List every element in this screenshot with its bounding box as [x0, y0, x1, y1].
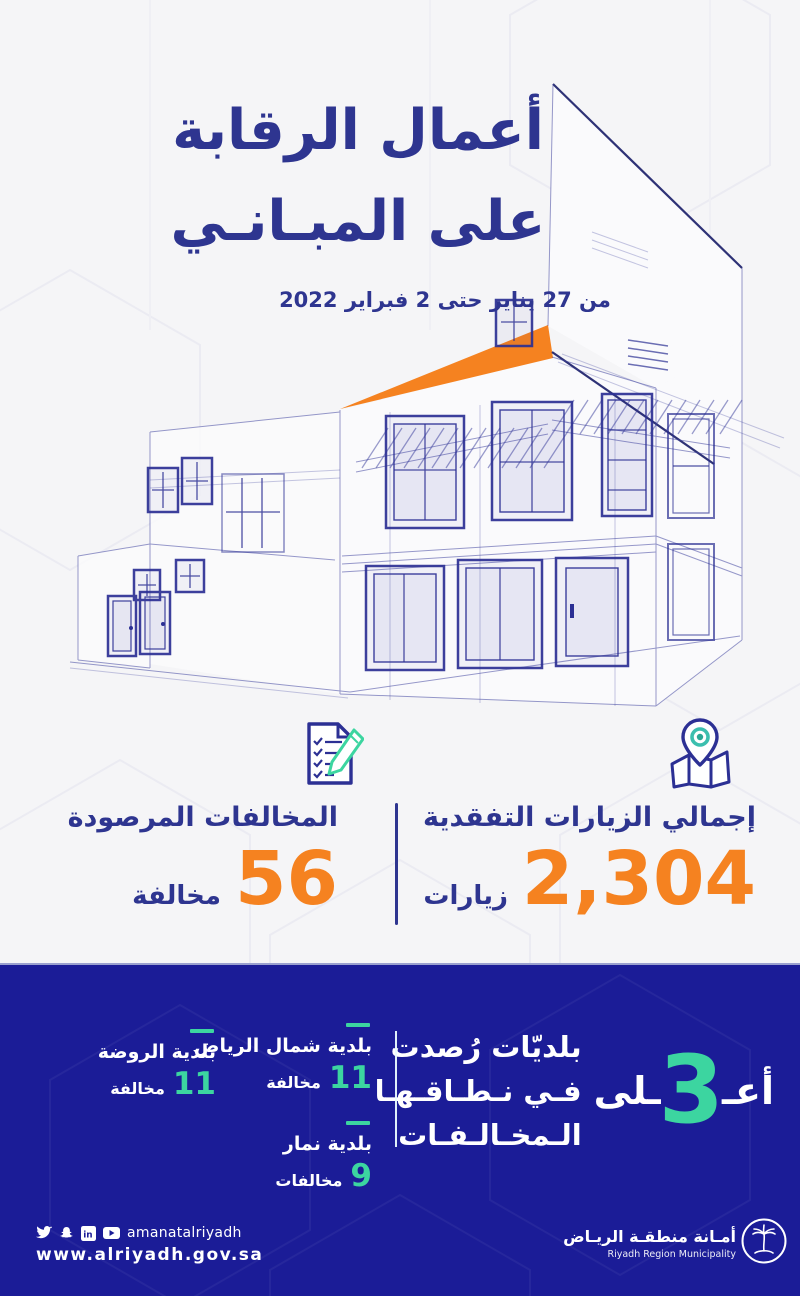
- municipality-namar: بلدية نمار 9 مخالفات: [275, 1121, 372, 1192]
- title-line-2: على المبـانـي: [170, 188, 546, 254]
- organization-name: أمـانة منطقـة الريـاض Riyadh Region Muni…: [563, 1227, 736, 1260]
- top3-line-2: فـي نـطـاقـهـا: [374, 1074, 582, 1109]
- dash-marker: [346, 1121, 370, 1125]
- top3-word-prefix: أعـ: [722, 1069, 774, 1114]
- youtube-icon[interactable]: [103, 1227, 120, 1239]
- municipality-unit: مخالفات: [275, 1171, 343, 1190]
- dash-marker: [190, 1029, 214, 1033]
- stat-violations-value: 56: [235, 836, 338, 922]
- stat-violations-unit: مخالفة: [132, 881, 222, 911]
- top3-big-number: 3: [658, 1035, 725, 1145]
- stat-visits: إجمالي الزيارات التفقدية 2,304 زيارات: [423, 802, 756, 919]
- top3-word: أعـ 3 ـلى: [593, 1035, 774, 1145]
- organization-name-ar: أمـانة منطقـة الريـاض: [563, 1227, 736, 1246]
- dash-marker: [346, 1023, 370, 1027]
- snapchat-icon[interactable]: [59, 1226, 74, 1241]
- linkedin-icon[interactable]: in: [81, 1225, 96, 1241]
- top3-panel: أعـ 3 ـلى بلديّات رُصدت فـي نـطـاقـهـا ا…: [0, 963, 800, 1296]
- date-range: من 27 يناير حتى 2 فبراير 2022: [279, 288, 611, 312]
- stat-visits-value: 2,304: [521, 836, 756, 922]
- stat-violations-label: المخالفات المرصودة: [67, 802, 338, 833]
- title-line-1: أعمال الرقابة: [172, 98, 544, 163]
- top3-headline: أعـ 3 ـلى بلديّات رُصدت فـي نـطـاقـهـا ا…: [375, 1025, 774, 1157]
- municipality-north-riyadh: بلدية شمال الرياض 11 مخالفة: [194, 1023, 372, 1094]
- stat-visits-label: إجمالي الزيارات التفقدية: [423, 802, 756, 833]
- top3-line-3: الـمخـالـفـات: [398, 1118, 582, 1153]
- stat-visits-unit: زيارات: [423, 881, 508, 911]
- municipality-unit: مخالفة: [110, 1079, 165, 1098]
- map-pin-icon: [670, 718, 731, 789]
- top3-text-lines: بلديّات رُصدت فـي نـطـاقـهـا الـمخـالـفـ…: [375, 1025, 582, 1157]
- municipality-rawdah: بلدية الروضة 11 مخالفة: [98, 1029, 216, 1100]
- top3-word-suffix: ـلى: [593, 1069, 661, 1114]
- municipality-name: بلدية الروضة: [97, 1041, 216, 1063]
- twitter-icon[interactable]: [36, 1226, 52, 1240]
- municipality-value: 9: [350, 1158, 372, 1194]
- social-media-row: in amanatalriyadh: [36, 1225, 244, 1241]
- municipality-value: 11: [172, 1066, 216, 1102]
- stats-divider: [395, 803, 398, 925]
- municipality-logo: [741, 1218, 787, 1264]
- organization-name-en: Riyadh Region Municipality: [607, 1249, 736, 1260]
- municipality-name: بلدية شمال الرياض: [193, 1035, 372, 1057]
- website-url[interactable]: www.alriyadh.gov.sa: [36, 1245, 264, 1265]
- stat-violations: المخالفات المرصودة 56 مخالفة: [68, 802, 338, 919]
- panel-hexagon-pattern: [49, 973, 751, 1296]
- checklist-pen-icon: [307, 722, 364, 785]
- svg-text:in: in: [83, 1230, 92, 1240]
- panel-divider: [395, 1031, 397, 1147]
- municipality-unit: مخالفة: [266, 1073, 321, 1092]
- municipality-value: 11: [328, 1060, 372, 1096]
- top3-line-1: بلديّات رُصدت: [390, 1030, 582, 1064]
- page-title: أعمال الرقابة على المبـانـي: [0, 86, 716, 267]
- municipality-name: بلدية نمار: [282, 1133, 372, 1155]
- social-handle[interactable]: amanatalriyadh: [127, 1225, 242, 1241]
